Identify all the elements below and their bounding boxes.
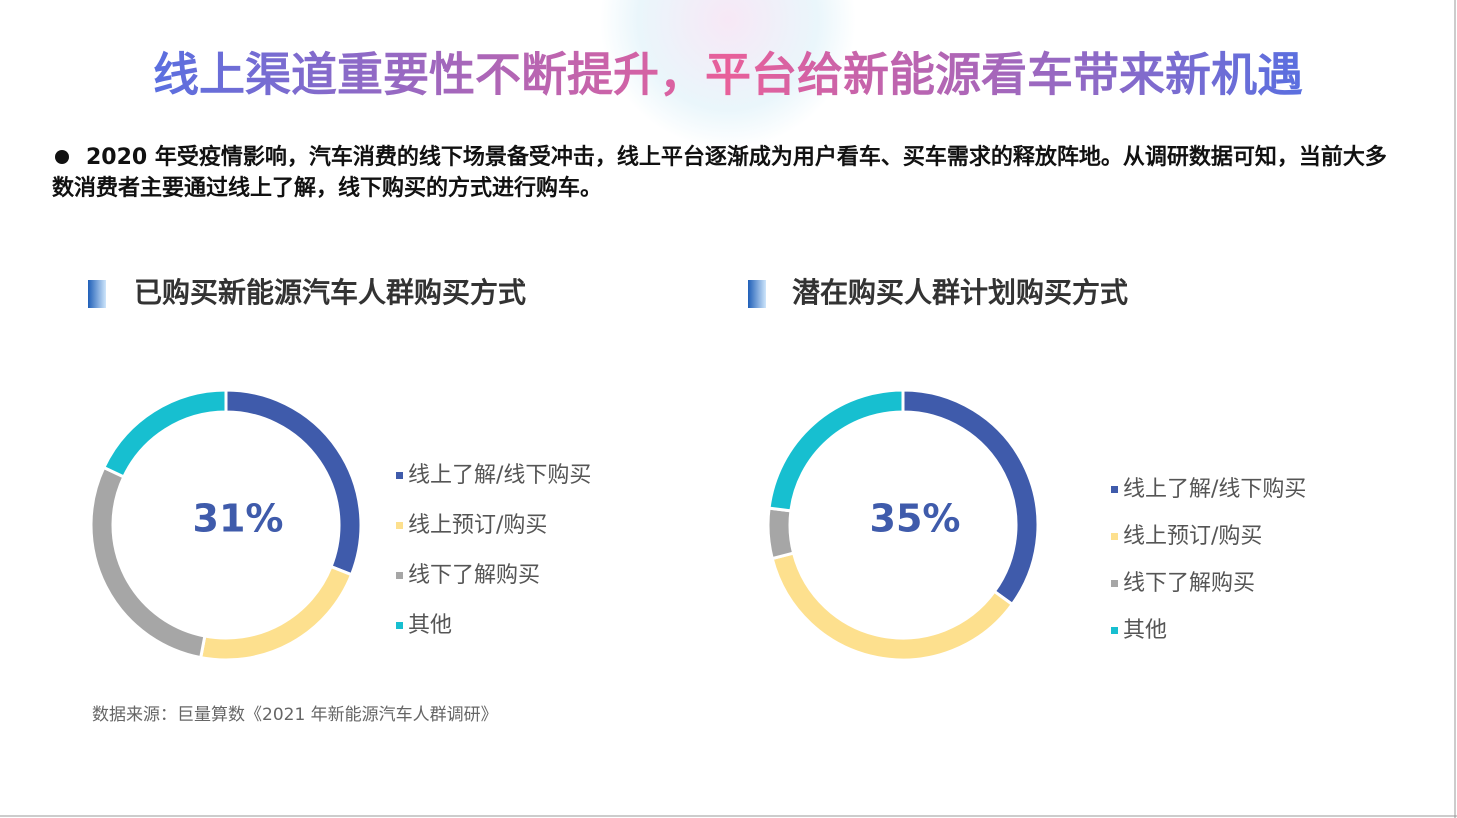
heading-marker (88, 280, 106, 308)
legend-label: 其他 (1123, 618, 1167, 643)
heading-marker (748, 280, 766, 308)
legend-marker (1111, 627, 1118, 634)
bullet-dot (55, 150, 69, 164)
legend-marker (396, 622, 403, 629)
legend-label: 线上预订/购买 (408, 513, 547, 538)
legend-label: 其他 (408, 613, 452, 638)
legend-label: 线上预订/购买 (1123, 524, 1262, 549)
legend-label: 线上了解/线下购买 (1123, 477, 1306, 502)
chart-heading: 潜在购买人群计划购买方式 (792, 276, 1128, 309)
center-label: 31% (193, 497, 284, 541)
donut-segment (766, 506, 796, 561)
slide-title: 线上渠道重要性不断提升，平台给新能源看车带来新机遇 (153, 48, 1303, 102)
donut-segment (101, 388, 228, 479)
donut-segment (89, 465, 207, 660)
legend-marker (1111, 580, 1118, 587)
donut-segment (198, 564, 354, 662)
bullet-text: 2020 年受疫情影响，汽车消费的线下场景备受冲击，线上平台逐渐成为用户看车、买… (52, 145, 1387, 201)
legend-marker (1111, 533, 1118, 540)
center-label: 35% (870, 497, 961, 541)
legend-marker (396, 522, 403, 529)
legend-label: 线上了解/线下购买 (408, 463, 591, 488)
legend-label: 线下了解购买 (408, 563, 540, 588)
legend-label: 线下了解购买 (1123, 571, 1255, 596)
chart-heading: 已购买新能源汽车人群购买方式 (134, 276, 526, 309)
source-note: 数据来源：巨量算数《2021 年新能源汽车人群调研》 (92, 705, 498, 725)
legend-marker (396, 472, 403, 479)
legend-marker (396, 572, 403, 579)
decoration (600, 0, 856, 148)
donut-segment (224, 388, 363, 577)
donut-segment (770, 551, 1015, 662)
donut-segment (767, 388, 905, 513)
legend-marker (1111, 486, 1118, 493)
